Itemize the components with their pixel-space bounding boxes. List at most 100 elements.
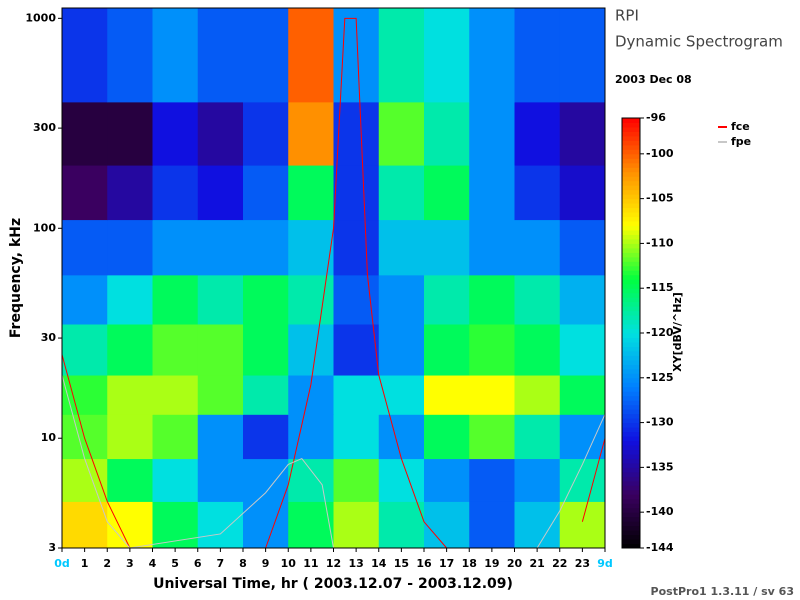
- colorbar-segment: [622, 489, 640, 495]
- colorbar-segment: [622, 324, 640, 330]
- x-tick-label: 21: [529, 557, 544, 570]
- spectrogram-cell: [243, 414, 289, 460]
- spectrogram-cell: [288, 219, 334, 276]
- colorbar-segment: [622, 180, 640, 186]
- colorbar-segment: [622, 122, 640, 128]
- spectrogram-cell: [152, 323, 199, 376]
- spectrogram-cell: [107, 101, 153, 166]
- spectrogram-cell: [197, 323, 244, 376]
- spectrogram-cell: [152, 101, 199, 166]
- colorbar-segment: [622, 462, 640, 468]
- spectrogram-cell: [243, 219, 289, 276]
- spectrogram-cell: [424, 165, 470, 221]
- spectrogram-cell: [107, 375, 153, 415]
- spectrogram-cell: [197, 274, 244, 325]
- colorbar-tick-label: -115: [646, 281, 674, 294]
- colorbar-segment: [622, 203, 640, 209]
- colorbar-segment: [622, 355, 640, 361]
- spectrogram-cell: [333, 501, 380, 549]
- colorbar-segment: [622, 234, 640, 240]
- spectrogram-cell: [62, 219, 108, 276]
- x-tick-label: 0d: [54, 557, 70, 570]
- colorbar-tick-label: -135: [646, 460, 674, 473]
- y-tick-label: 3: [48, 541, 56, 554]
- spectrogram-cell: [378, 458, 425, 502]
- spectrogram-cell: [469, 219, 515, 276]
- spectrogram-cell: [514, 414, 561, 460]
- colorbar-segment: [622, 176, 640, 182]
- spectrogram-cell: [424, 274, 470, 325]
- colorbar-tick-label: -130: [646, 416, 674, 429]
- spectrogram-cell: [469, 414, 515, 460]
- colorbar-segment: [622, 140, 640, 146]
- spectrogram-cell: [288, 323, 334, 376]
- x-tick-label: 1: [81, 557, 89, 570]
- spectrogram-cell: [152, 458, 199, 502]
- colorbar-segment: [622, 436, 640, 441]
- spectrogram-cell: [424, 101, 470, 166]
- spectrogram-cell: [243, 8, 289, 103]
- colorbar-segment: [622, 534, 640, 540]
- x-tick-label: 10: [281, 557, 297, 570]
- colorbar-segment: [622, 525, 640, 531]
- spectrogram-cell: [514, 501, 561, 549]
- colorbar-segment: [622, 386, 640, 392]
- spectrogram-cell: [559, 501, 606, 549]
- colorbar-segment: [622, 216, 640, 222]
- line-fpe: [61, 374, 606, 549]
- colorbar-tick-label: -110: [646, 236, 674, 249]
- y-tick-label: 10: [41, 431, 57, 444]
- colorbar-segment: [622, 118, 640, 123]
- spectrogram-cell: [243, 501, 289, 549]
- colorbar-segment: [622, 261, 640, 267]
- spectrogram-cell: [333, 101, 380, 166]
- x-tick-label: 17: [439, 557, 454, 570]
- colorbar-segment: [622, 238, 640, 244]
- spectrogram-cell: [107, 414, 153, 460]
- spectrogram-cell: [243, 323, 289, 376]
- spectrogram-cell: [197, 501, 244, 549]
- colorbar-segment: [622, 391, 640, 397]
- spectrogram-cell: [62, 101, 108, 166]
- colorbar-segment: [622, 539, 640, 545]
- spectrogram-cell: [333, 414, 380, 460]
- colorbar-segment: [622, 431, 640, 437]
- spectrogram-cell: [559, 219, 606, 276]
- colorbar-segment: [622, 149, 640, 155]
- spectrogram-cell: [378, 8, 425, 103]
- spectrogram-cell: [469, 458, 515, 502]
- colorbar-tick-label: -96: [646, 111, 666, 124]
- y-tick-label: 30: [41, 331, 57, 344]
- spectrogram-cell: [197, 101, 244, 166]
- spectrogram-cell: [378, 219, 425, 276]
- colorbar-segment: [622, 400, 640, 406]
- colorbar-segment: [622, 453, 640, 459]
- colorbar-segment: [622, 270, 640, 276]
- spectrogram-cell: [514, 375, 561, 415]
- colorbar-segment: [622, 498, 640, 504]
- spectrogram-cell: [333, 219, 380, 276]
- colorbar-segment: [622, 444, 640, 450]
- x-tick-label: 15: [394, 557, 409, 570]
- colorbar-segment: [622, 207, 640, 213]
- spectrogram-cell: [378, 165, 425, 221]
- y-tick-label: 1000: [25, 11, 56, 24]
- spectrogram-cell: [514, 219, 561, 276]
- x-tick-label: 18: [462, 557, 477, 570]
- colorbar-tick-label: -100: [646, 147, 674, 160]
- colorbar-segment: [622, 288, 640, 294]
- colorbar-segment: [622, 440, 640, 446]
- spectrogram-cell: [197, 165, 244, 221]
- y-tick-label: 100: [33, 221, 56, 234]
- spectrogram-cell: [197, 375, 244, 415]
- colorbar-segment: [622, 413, 640, 419]
- colorbar-segment: [622, 265, 640, 271]
- colorbar-segment: [622, 162, 640, 168]
- colorbar-segment: [622, 328, 640, 334]
- spectrogram-cell: [559, 8, 606, 103]
- spectrogram-cell: [107, 323, 153, 376]
- spectrogram-cell: [559, 165, 606, 221]
- colorbar-segment: [622, 521, 640, 527]
- colorbar-segment: [622, 131, 640, 137]
